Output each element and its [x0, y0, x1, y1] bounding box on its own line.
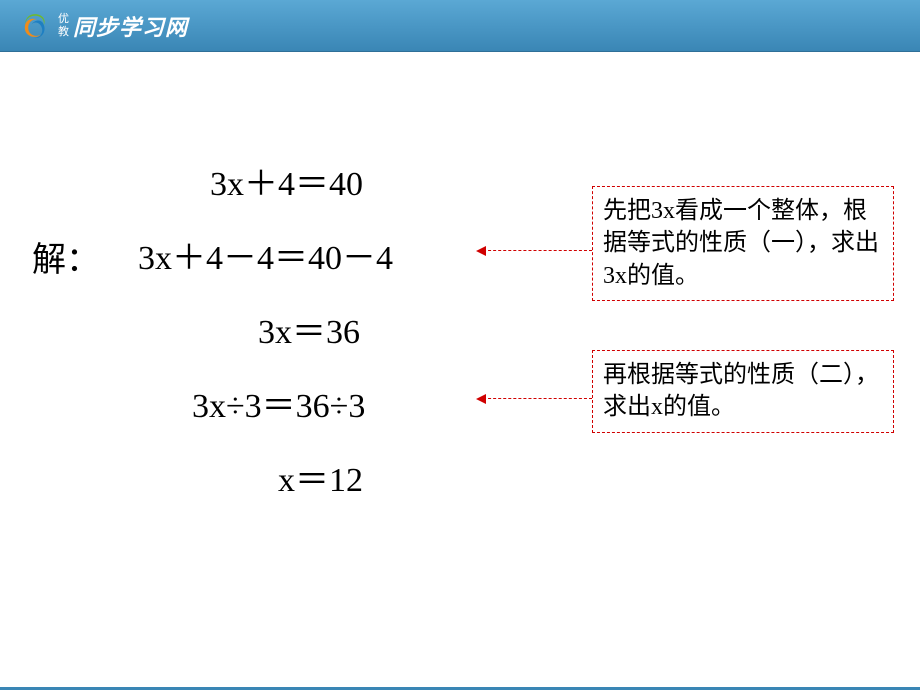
- header-bar: 优 教 同步学习网: [0, 0, 920, 52]
- equation-line-2: 3x＋4－4＝40－4: [138, 230, 393, 279]
- note-box-1: 先把3x看成一个整体，根据等式的性质（一），求出3x的值。: [592, 186, 894, 301]
- note-box-2: 再根据等式的性质（二），求出x的值。: [592, 350, 894, 433]
- equation-line-5: x＝12: [278, 452, 363, 501]
- equation-line-3: 3x＝36: [258, 304, 360, 353]
- logo-subtext: 优 教: [58, 13, 69, 37]
- logo-sub-1: 优: [58, 13, 69, 25]
- site-logo-icon: [18, 9, 52, 43]
- equation-line-4: 3x÷3＝36÷3: [192, 378, 365, 427]
- equation-line-1: 3x＋4＝40: [210, 156, 363, 205]
- solve-label: 解：: [32, 232, 100, 281]
- slide-content: 解： 3x＋4＝40 3x＋4－4＝40－4 3x＝36 3x÷3＝36÷3 x…: [0, 52, 920, 690]
- site-name: 同步学习网: [73, 10, 188, 42]
- logo-sub-2: 教: [58, 26, 69, 38]
- arrow-to-note-1: [478, 250, 592, 251]
- arrow-to-note-2: [478, 398, 592, 399]
